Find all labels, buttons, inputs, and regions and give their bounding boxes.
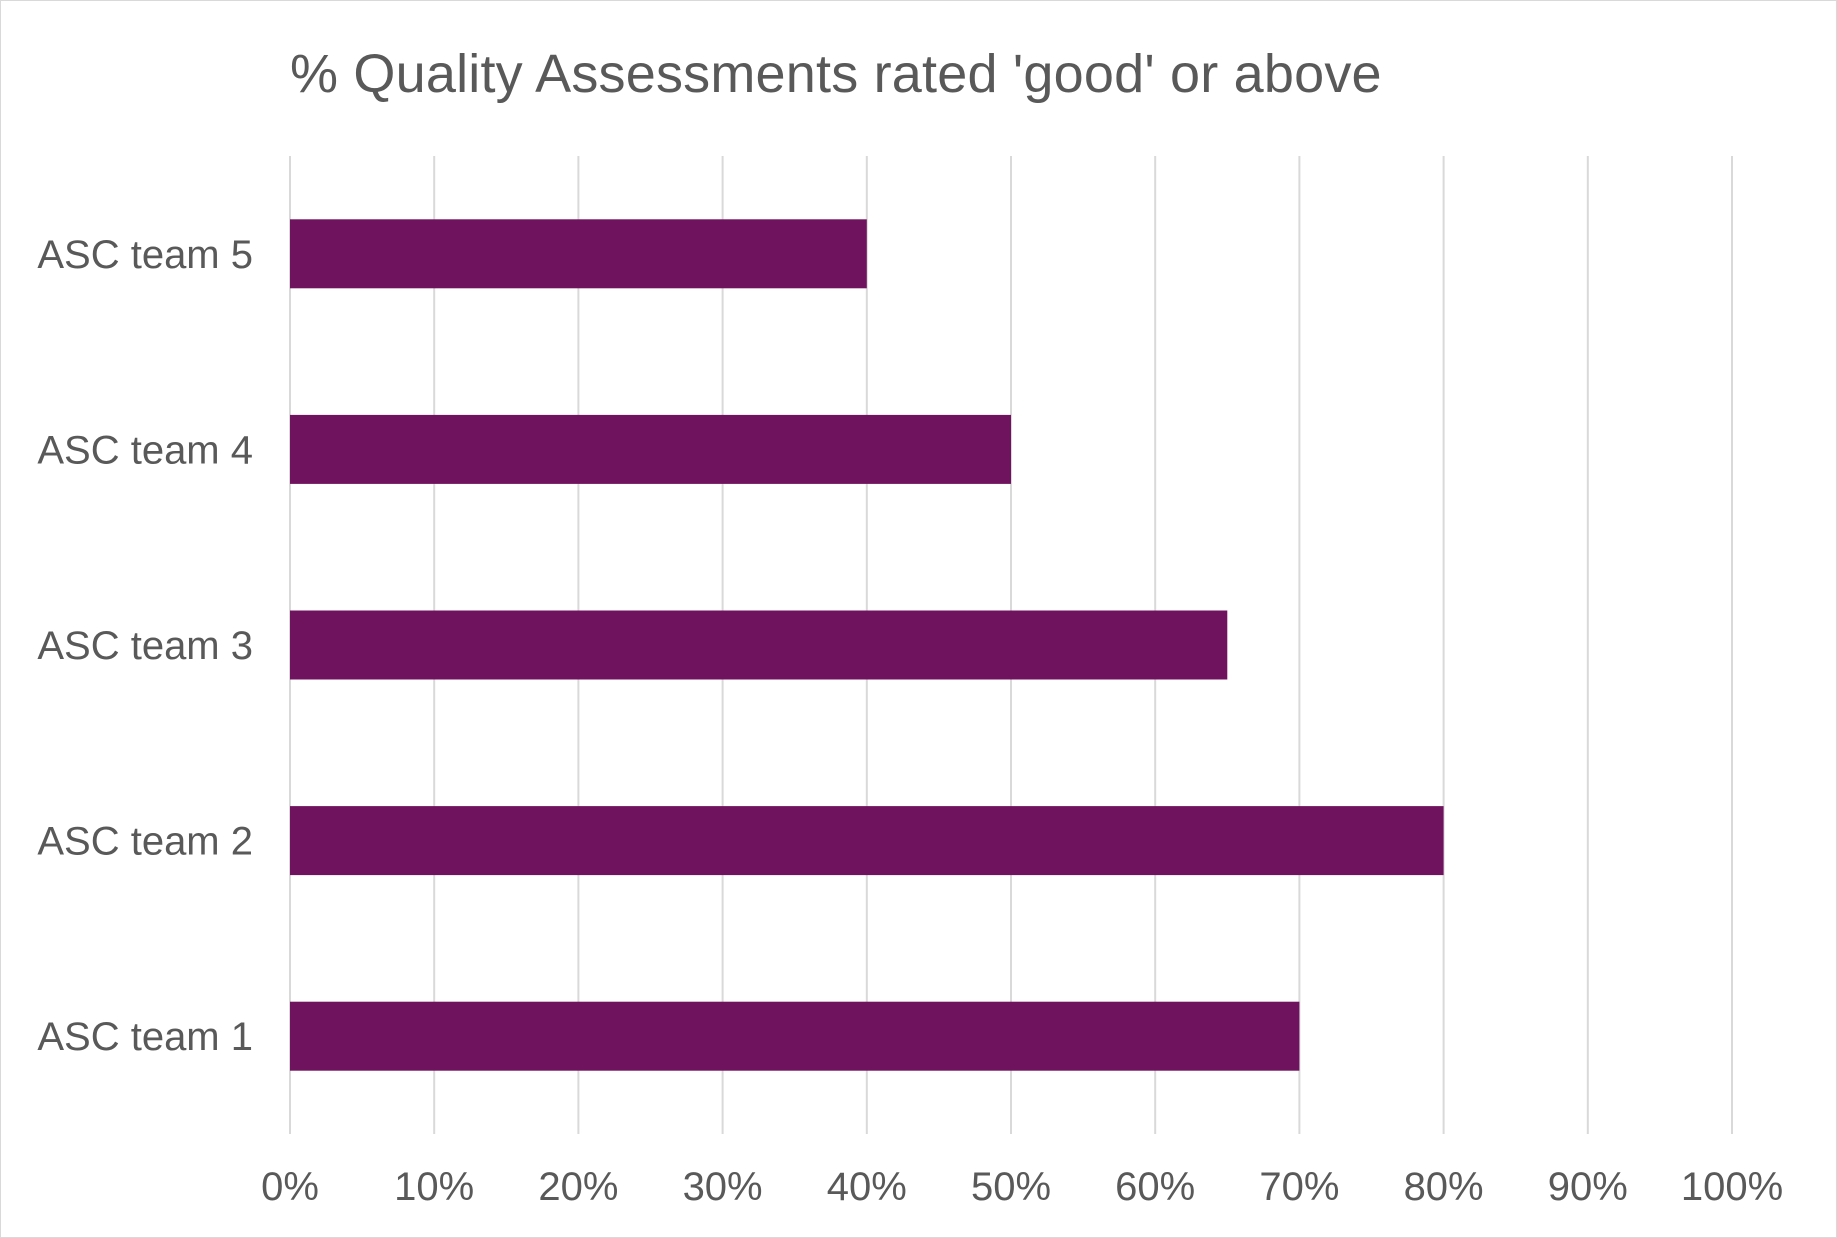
bar — [290, 806, 1444, 876]
x-tick-label: 60% — [1115, 1165, 1195, 1209]
x-tick-label: 100% — [1681, 1165, 1783, 1209]
bar — [290, 219, 867, 289]
category-labels: ASC team 1 ASC team 2 ASC team 3 ASC team 4… — [37, 233, 253, 1059]
x-tick-label: 0% — [261, 1165, 319, 1209]
category-label: ASC team 3 — [37, 624, 253, 668]
chart-title: % Quality Assessments rated 'good' or ab… — [290, 44, 1382, 104]
category-label: ASC team 2 — [37, 820, 253, 864]
x-tick-label: 20% — [538, 1165, 618, 1209]
bar — [290, 610, 1228, 680]
x-tick-label: 50% — [971, 1165, 1051, 1209]
x-tick-label: 90% — [1548, 1165, 1628, 1209]
bar — [290, 414, 1011, 484]
bar — [290, 1001, 1300, 1071]
bars — [290, 219, 1444, 1071]
x-tick-label: 40% — [827, 1165, 907, 1209]
category-label: ASC team 4 — [37, 428, 253, 472]
x-tick-label: 70% — [1259, 1165, 1339, 1209]
x-tick-label: 10% — [394, 1165, 474, 1209]
category-label: ASC team 1 — [37, 1015, 253, 1059]
x-tick-label: 30% — [683, 1165, 763, 1209]
x-tick-labels: 0% 10% 20% 30% 40% 50% 60% 70% 80% 90% 100% — [261, 1165, 1783, 1209]
category-label: ASC team 5 — [37, 233, 253, 277]
x-tick-label: 80% — [1404, 1165, 1484, 1209]
